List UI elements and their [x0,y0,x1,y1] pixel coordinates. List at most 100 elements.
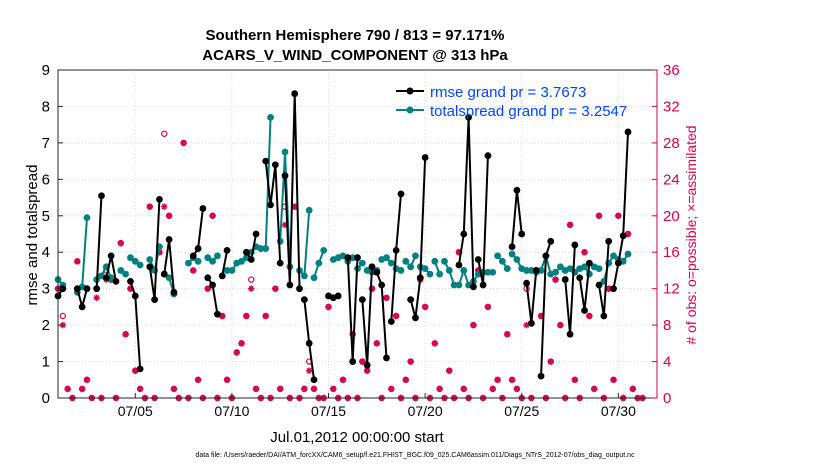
rmse-point [267,201,274,209]
rmse-point [78,303,86,311]
rmse-point [146,263,154,271]
rmse-point [242,248,250,256]
totalspread-point [267,113,274,121]
totalspread-point [107,274,115,282]
obs-assimilated-point [170,385,178,393]
obs-assimilated-point [262,312,269,320]
totalspread-point [431,257,439,265]
rmse-line [163,239,175,293]
obs-assimilated-point [194,376,202,383]
rmse-point [576,274,584,282]
totalspread-point [566,265,574,273]
totalspread-point [513,256,521,263]
totalspread-point [315,259,323,267]
rmse-line [540,240,552,377]
obs-assimilated-point [489,385,496,393]
y2-tick-label: 12 [663,281,680,298]
totalspread-point [450,281,458,289]
obs-assimilated-point [190,267,197,274]
totalspread-point [238,257,245,265]
rmse-point [286,281,294,289]
rmse-line [390,193,402,322]
totalspread-point [185,259,192,267]
obs-assimilated-point [446,367,453,374]
y-axis-label: rmse and totalspread [24,165,41,306]
y2-tick-label: 16 [663,244,680,261]
x-tick-label: 07/10 [214,403,249,419]
obs-assimilated-point [93,294,100,301]
chart-subtitle: ACARS_V_WIND_COMPONENT @ 313 hPa [202,47,508,64]
obs-assimilated-point [127,285,134,292]
rmse-point [619,232,627,240]
rmse-line [457,117,475,287]
obs-assimilated-point [272,285,279,292]
rmse-point [397,190,405,198]
y-tick-label: 8 [42,98,50,115]
x-tick-label: 07/25 [504,403,539,419]
legend-rmse-marker [406,87,414,95]
rmse-point [98,192,105,200]
rmse-point [407,296,415,303]
totalspread-point [209,257,216,265]
y2-tick-label: 4 [663,354,671,371]
rmse-point [281,172,289,180]
totalspread-point [131,257,139,265]
totalspread-point [281,148,289,156]
totalspread-point [523,267,530,274]
obs-possible-point [59,312,67,320]
rmse-point [93,285,101,293]
obs-assimilated-point [330,385,337,393]
obs-assimilated-point [407,358,414,365]
obs-assimilated-point [629,385,637,393]
rmse-point [204,274,212,282]
rmse-line [245,233,258,263]
x-axis-label: Jul.01,2012 00:00:00 start [270,429,444,446]
totalspread-point [552,268,559,276]
rmse-point [508,243,516,251]
totalspread-point [349,254,357,262]
obs-assimilated-point [402,376,410,383]
obs-assimilated-point [557,321,564,329]
totalspread-point [136,261,144,269]
rmse-point [571,241,579,249]
rmse-point [151,296,159,303]
rmse-line [264,161,282,264]
totalspread-point [300,272,308,280]
totalspread-point [455,281,463,289]
rmse-point [112,277,120,285]
totalspread-point [421,265,429,273]
totalspread-point [610,252,617,260]
obs-assimilated-point [494,376,501,383]
totalspread-point [499,257,506,265]
legend-spread-label: totalspread grand pr = 3.2547 [430,103,627,120]
obs-assimilated-point [547,358,554,365]
totalspread-point [387,259,395,267]
totalspread-point [460,267,468,274]
rmse-point [479,281,487,289]
rmse-point [252,230,260,238]
obs-assimilated-point [470,321,477,329]
x-tick-label: 07/20 [408,403,443,419]
rmse-point [470,283,477,291]
rmse-point [209,281,216,289]
rmse-point [373,268,381,276]
obs-assimilated-point [64,385,71,393]
plot-series [54,90,646,402]
obs-assimilated-point [277,385,284,393]
totalspread-point [489,268,497,276]
rmse-point [610,285,617,293]
rmse-point [189,252,197,260]
obs-assimilated-point [591,385,598,393]
rmse-line [361,266,373,366]
rmse-point [542,252,550,260]
obs-assimilated-point [383,294,390,301]
totalspread-line [298,210,311,279]
rmse-point [363,361,371,369]
obs-assimilated-point [552,276,559,283]
totalspread-point [484,268,492,276]
rmse-point [513,186,521,194]
rmse-point [383,354,390,362]
rmse-point [170,288,178,296]
rmse-point [102,274,110,282]
